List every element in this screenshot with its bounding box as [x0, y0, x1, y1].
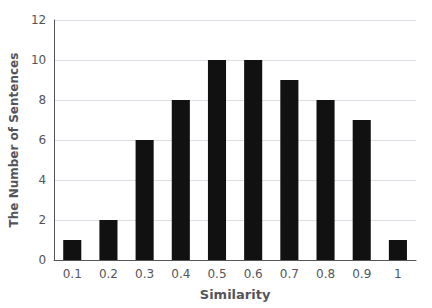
- svg-text:0.6: 0.6: [244, 267, 263, 281]
- svg-text:1: 1: [394, 267, 402, 281]
- svg-text:2: 2: [39, 213, 47, 227]
- svg-text:4: 4: [39, 173, 47, 187]
- svg-text:0.1: 0.1: [63, 267, 82, 281]
- svg-text:0.2: 0.2: [99, 267, 118, 281]
- svg-text:0.7: 0.7: [280, 267, 299, 281]
- svg-text:0.9: 0.9: [352, 267, 371, 281]
- svg-text:0.4: 0.4: [171, 267, 190, 281]
- svg-text:8: 8: [39, 93, 47, 107]
- svg-text:0: 0: [39, 253, 47, 267]
- svg-text:Similarity: Similarity: [200, 287, 271, 302]
- svg-text:12: 12: [31, 13, 46, 27]
- svg-text:6: 6: [39, 133, 47, 147]
- svg-text:0.3: 0.3: [135, 267, 154, 281]
- svg-text:0.5: 0.5: [207, 267, 226, 281]
- svg-text:The Number of Sentences: The Number of Sentences: [7, 53, 21, 228]
- svg-text:0.8: 0.8: [316, 267, 335, 281]
- svg-text:10: 10: [31, 53, 46, 67]
